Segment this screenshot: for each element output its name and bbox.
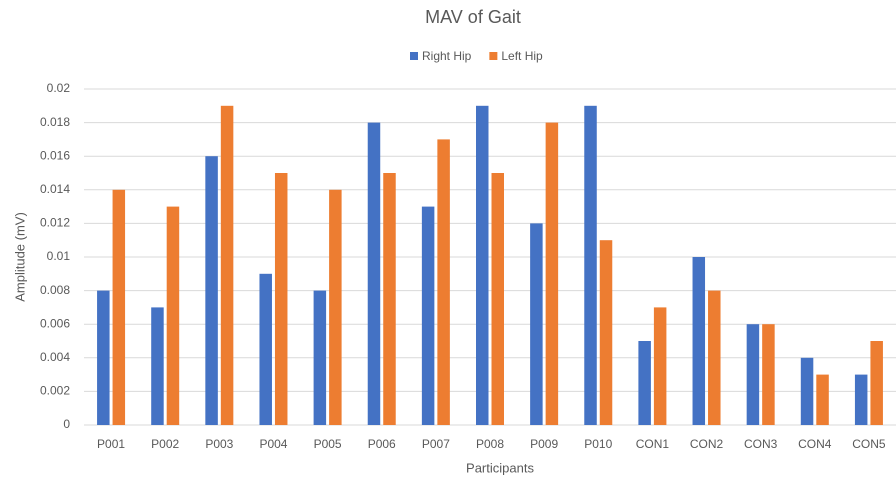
bar xyxy=(313,290,327,425)
y-tick-label: 0.002 xyxy=(40,384,70,398)
y-tick-label: 0.016 xyxy=(40,148,70,162)
bar xyxy=(584,105,597,426)
y-tick-label: 0 xyxy=(63,417,70,431)
x-tick-label: CON5 xyxy=(852,437,886,451)
bar xyxy=(97,290,110,425)
bar xyxy=(545,122,559,425)
y-tick-label: 0.006 xyxy=(40,316,70,330)
bar xyxy=(854,374,868,425)
bar xyxy=(205,156,218,425)
x-axis-title: Participants xyxy=(466,460,534,475)
y-tick-label: 0.02 xyxy=(47,81,71,95)
bar xyxy=(870,341,883,425)
legend-label: Left Hip xyxy=(501,49,543,63)
y-tick-label: 0.004 xyxy=(40,350,70,364)
bar xyxy=(653,307,667,425)
bar xyxy=(638,341,651,425)
bar xyxy=(421,206,435,425)
bar xyxy=(367,122,381,425)
x-tick-label: P010 xyxy=(584,437,612,451)
bar xyxy=(437,139,450,425)
bar xyxy=(476,105,489,426)
x-tick-label: P007 xyxy=(422,437,450,451)
legend-label: Right Hip xyxy=(422,49,472,63)
x-tick-label: P004 xyxy=(259,437,287,451)
legend-swatch xyxy=(410,52,418,60)
bar xyxy=(166,206,180,425)
bar xyxy=(530,223,543,425)
x-tick-label: P008 xyxy=(476,437,504,451)
bar xyxy=(746,324,760,425)
bar xyxy=(762,324,775,425)
x-tick-label: CON4 xyxy=(798,437,832,451)
y-tick-label: 0.01 xyxy=(47,249,71,263)
y-tick-label: 0.014 xyxy=(40,182,70,196)
x-tick-label: P003 xyxy=(205,437,233,451)
chart-title: MAV of Gait xyxy=(425,7,521,27)
x-tick-label: P002 xyxy=(151,437,179,451)
x-tick-label: P005 xyxy=(314,437,342,451)
y-tick-label: 0.008 xyxy=(40,283,70,297)
bar xyxy=(383,173,396,425)
y-tick-label: 0.012 xyxy=(40,216,70,230)
x-tick-label: CON3 xyxy=(744,437,778,451)
bar xyxy=(599,240,613,425)
bar xyxy=(259,273,272,425)
bar xyxy=(220,105,234,426)
bar xyxy=(329,189,342,425)
x-tick-label: P001 xyxy=(97,437,125,451)
x-tick-label: P006 xyxy=(368,437,396,451)
legend-swatch xyxy=(489,52,498,60)
bar xyxy=(816,374,829,425)
bar xyxy=(692,257,706,425)
x-tick-label: CON1 xyxy=(636,437,670,451)
y-axis-title: Amplitude (mV) xyxy=(12,212,27,302)
bar xyxy=(112,189,126,425)
bar xyxy=(800,357,814,425)
x-tick-label: P009 xyxy=(530,437,558,451)
x-tick-label: CON2 xyxy=(690,437,724,451)
bar xyxy=(491,173,504,425)
bar xyxy=(151,307,164,425)
bar xyxy=(274,173,288,425)
bar xyxy=(708,290,721,425)
y-tick-label: 0.018 xyxy=(40,115,70,129)
